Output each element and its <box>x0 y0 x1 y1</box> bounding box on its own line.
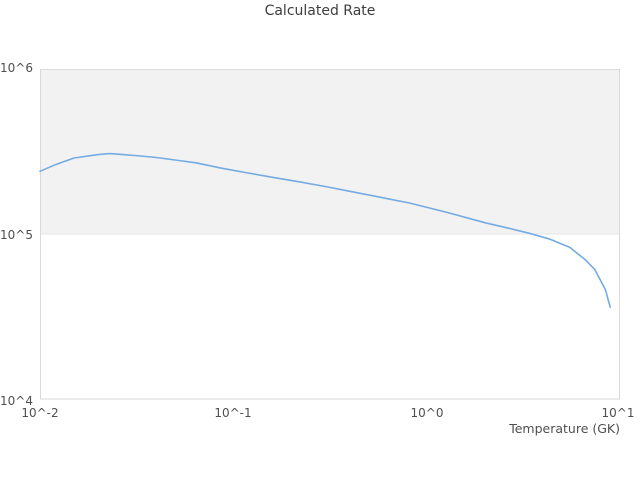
x-tick-1e-2: 10^-2 <box>21 406 59 420</box>
x-tick-1e-1: 10^-1 <box>214 406 252 420</box>
x-tick-1e0: 10^0 <box>410 406 444 420</box>
rate-line-series <box>39 152 611 308</box>
plot-border <box>40 69 620 400</box>
y-tick-1e6: 10^6 <box>0 61 33 75</box>
x-tick-1e1: 10^1 <box>601 406 635 420</box>
y-tick-1e4: 10^4 <box>0 394 33 408</box>
chart-title: Calculated Rate <box>264 3 376 19</box>
x-axis-title: Temperature (GK) <box>509 421 620 436</box>
y-tick-1e5: 10^5 <box>0 228 33 242</box>
decade-band <box>40 69 620 234</box>
